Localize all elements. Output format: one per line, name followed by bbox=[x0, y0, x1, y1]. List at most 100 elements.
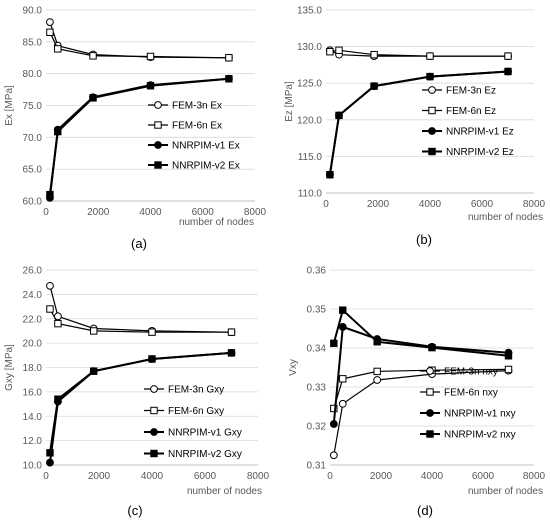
panel-a-legend-label: NNRPIM-v1 Ex bbox=[172, 141, 240, 152]
panel-d-series-2-point bbox=[330, 404, 338, 413]
panel-a-legend-marker bbox=[154, 101, 162, 109]
panel-a-series-2-point bbox=[225, 54, 233, 62]
panel-b-series-4-point bbox=[370, 82, 378, 90]
panel-b-label: (b) bbox=[416, 232, 432, 247]
panel-d-y-tick-label: 0.31 bbox=[307, 461, 327, 472]
panel-b-legend-marker bbox=[428, 127, 436, 135]
panel-d-x-tick-label: 2000 bbox=[370, 471, 393, 482]
panel-c-y-tick-label: 10.0 bbox=[23, 461, 43, 472]
panel-b-series-4-point bbox=[335, 111, 343, 120]
panel-a-series-4-point bbox=[146, 82, 155, 90]
panel-a-x-axis-title: number of nodes bbox=[179, 217, 254, 228]
panel-a-series-2-point bbox=[46, 28, 54, 36]
panel-d-legend-label: NNRPIM-v2 nxy bbox=[444, 430, 516, 441]
panel-c-legend-marker bbox=[150, 428, 158, 436]
panel-c-y-tick-label: 16.0 bbox=[23, 387, 43, 398]
panel-a-legend-label: FEM-6n Ex bbox=[172, 121, 222, 132]
panel-b-y-tick-label: 135.0 bbox=[297, 6, 322, 17]
panel-d-series-1-point bbox=[329, 451, 338, 460]
panel-b-x-tick-label: 6000 bbox=[471, 199, 494, 210]
panel-b-y-tick-label: 110.0 bbox=[298, 189, 323, 200]
panel-c-legend-marker bbox=[150, 406, 158, 415]
panel-d-label: (d) bbox=[417, 503, 433, 518]
panel-d-legend-marker bbox=[426, 430, 434, 438]
panel-d-y-tick-label: 0.32 bbox=[307, 422, 327, 433]
panel-a-label: (a) bbox=[131, 236, 147, 251]
panel-d-series-3-point bbox=[338, 323, 347, 331]
panel-c-series-2-point bbox=[46, 305, 54, 313]
panel-c-series-4-point bbox=[54, 395, 62, 403]
panel-b-series-4-point bbox=[504, 67, 512, 76]
panel-d-y-tick-label: 0.34 bbox=[307, 344, 327, 355]
panel-a-legend-label: FEM-3n Ex bbox=[172, 101, 222, 112]
panel-c-series-2-point bbox=[90, 327, 98, 335]
panel-b-series-2-point bbox=[326, 48, 334, 56]
panel-b-y-axis-title: Ez [MPa] bbox=[284, 81, 295, 122]
panel-a-y-tick-label: 60.0 bbox=[23, 197, 43, 208]
panel-a-y-tick-label: 90.0 bbox=[23, 6, 43, 17]
panel-c-y-tick-label: 12.0 bbox=[23, 436, 43, 447]
panel-b-y-tick-label: 130.0 bbox=[297, 42, 322, 53]
panel-a-y-tick-label: 85.0 bbox=[23, 37, 43, 48]
panel-a-x-tick-label: 6000 bbox=[192, 207, 215, 218]
panel-b-y-tick-label: 120.0 bbox=[297, 115, 322, 126]
panel-a-series-4-point bbox=[54, 127, 62, 136]
panel-c-x-tick-label: 6000 bbox=[194, 471, 217, 482]
panel-b-x-tick-label: 4000 bbox=[419, 199, 442, 210]
panel-a-y-tick-label: 80.0 bbox=[23, 69, 43, 80]
panel-b-legend-label: FEM-6n Ez bbox=[446, 106, 496, 117]
panel-d-x-tick-label: 0 bbox=[327, 471, 333, 482]
panel-b-series-2-point bbox=[504, 52, 512, 60]
panel-c-x-axis-title: number of nodes bbox=[187, 486, 262, 497]
panel-d-y-tick-label: 0.36 bbox=[307, 266, 327, 277]
panel-c-series-1-line bbox=[49, 285, 232, 333]
panel-c-x-tick-label: 2000 bbox=[88, 471, 111, 482]
panel-a-series-2-line bbox=[49, 32, 229, 59]
panel-a-series-4-point bbox=[225, 75, 233, 83]
panel-c-x-tick-label: 0 bbox=[43, 471, 49, 482]
panel-c-y-tick-label: 20.0 bbox=[23, 339, 43, 350]
panel-c-y-tick-label: 14.0 bbox=[23, 412, 43, 423]
panel-d-y-axis-title: Vxy bbox=[288, 359, 299, 376]
panel-b-x-tick-label: 0 bbox=[323, 199, 329, 210]
panel-d-x-tick-label: 6000 bbox=[472, 471, 495, 482]
panel-c-y-axis-title: Gxy [MPa] bbox=[4, 344, 15, 391]
panel-d-series-1-point bbox=[373, 376, 382, 384]
panel-d-legend-label: NNRPIM-v1 nxy bbox=[444, 409, 516, 420]
panel-d-series-2-point bbox=[339, 375, 347, 383]
panel-a-legend-label: NNRPIM-v2 Ex bbox=[172, 161, 240, 172]
panel-c-legend-label: NNRPIM-v2 Gxy bbox=[168, 449, 242, 460]
panel-b-y-tick-label: 115.0 bbox=[298, 152, 323, 163]
panel-c-series-2-point bbox=[148, 328, 156, 336]
panel-c-legend-marker bbox=[150, 449, 158, 458]
panel-a-series-2-point bbox=[54, 45, 62, 53]
panel-b-series-2-point bbox=[335, 46, 343, 54]
panel-d-series-1-point bbox=[338, 399, 347, 408]
panel-c-y-tick-label: 18.0 bbox=[23, 363, 43, 374]
panel-d-series-2-point bbox=[504, 365, 513, 374]
panel-b-y-tick-label: 125.0 bbox=[297, 79, 322, 90]
panel-a-series-4-point bbox=[89, 94, 97, 102]
panel-d-series-2-point bbox=[373, 367, 381, 376]
panel-b-series-2-point bbox=[370, 50, 378, 59]
panel-a-y-tick-label: 75.0 bbox=[23, 101, 43, 112]
panel-a-series-2-point bbox=[146, 52, 155, 61]
panel-c-series-4-point bbox=[46, 449, 54, 457]
panel-d-legend-label: FEM-6n nxy bbox=[444, 388, 498, 399]
panel-c-series-1-point bbox=[46, 281, 54, 290]
panel-d-legend-marker bbox=[426, 388, 434, 396]
panel-a-x-tick-label: 4000 bbox=[139, 207, 162, 218]
panel-a-y-tick-label: 65.0 bbox=[23, 165, 43, 176]
panel-a-y-tick-label: 70.0 bbox=[23, 133, 43, 144]
panel-d-series-3-point bbox=[329, 420, 338, 428]
panel-b-x-tick-label: 8000 bbox=[523, 199, 546, 210]
panel-c-label: (c) bbox=[127, 503, 142, 518]
panel-a-legend-marker bbox=[154, 121, 162, 129]
panel-d-series-4-point bbox=[339, 306, 347, 314]
panel-a-series-3-line bbox=[48, 77, 229, 198]
panel-b-legend-marker bbox=[428, 86, 436, 94]
panel-a-x-tick-label: 2000 bbox=[87, 207, 110, 218]
panel-b-legend-label: NNRPIM-v2 Ez bbox=[446, 147, 514, 158]
panel-b-legend-marker bbox=[428, 106, 436, 115]
